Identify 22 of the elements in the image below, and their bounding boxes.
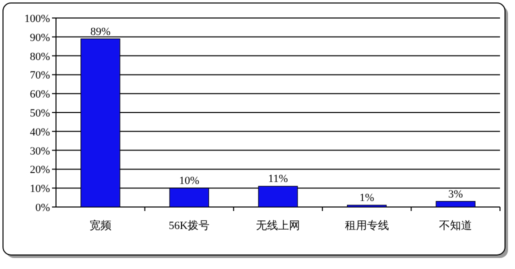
y-tick-label: 80% (30, 50, 50, 63)
x-tick-label: 租用专线 (344, 219, 389, 232)
x-tick-label: 56K拨号 (168, 220, 210, 232)
y-tick-label: 40% (30, 126, 50, 138)
y-tick-label: 90% (30, 32, 50, 44)
data-label: 89% (90, 26, 110, 38)
y-tick-label: 0% (35, 202, 50, 214)
y-tick-label: 60% (30, 88, 50, 101)
y-tick-label: 20% (30, 164, 50, 176)
data-label: 3% (448, 188, 463, 200)
y-tick-label: 70% (30, 70, 50, 82)
data-label: 1% (359, 192, 374, 204)
y-tick-label: 50% (30, 108, 50, 120)
data-label: 10% (179, 175, 200, 188)
y-tick-label: 100% (24, 13, 50, 25)
bar (436, 201, 476, 208)
y-tick-label: 30% (30, 145, 50, 158)
x-tick-label: 不知道 (439, 220, 472, 232)
x-tick-label: 无线上网 (256, 219, 300, 232)
x-tick-label: 宽频 (89, 219, 112, 232)
data-label: 11% (268, 173, 288, 186)
y-tick-label: 10% (30, 183, 50, 196)
